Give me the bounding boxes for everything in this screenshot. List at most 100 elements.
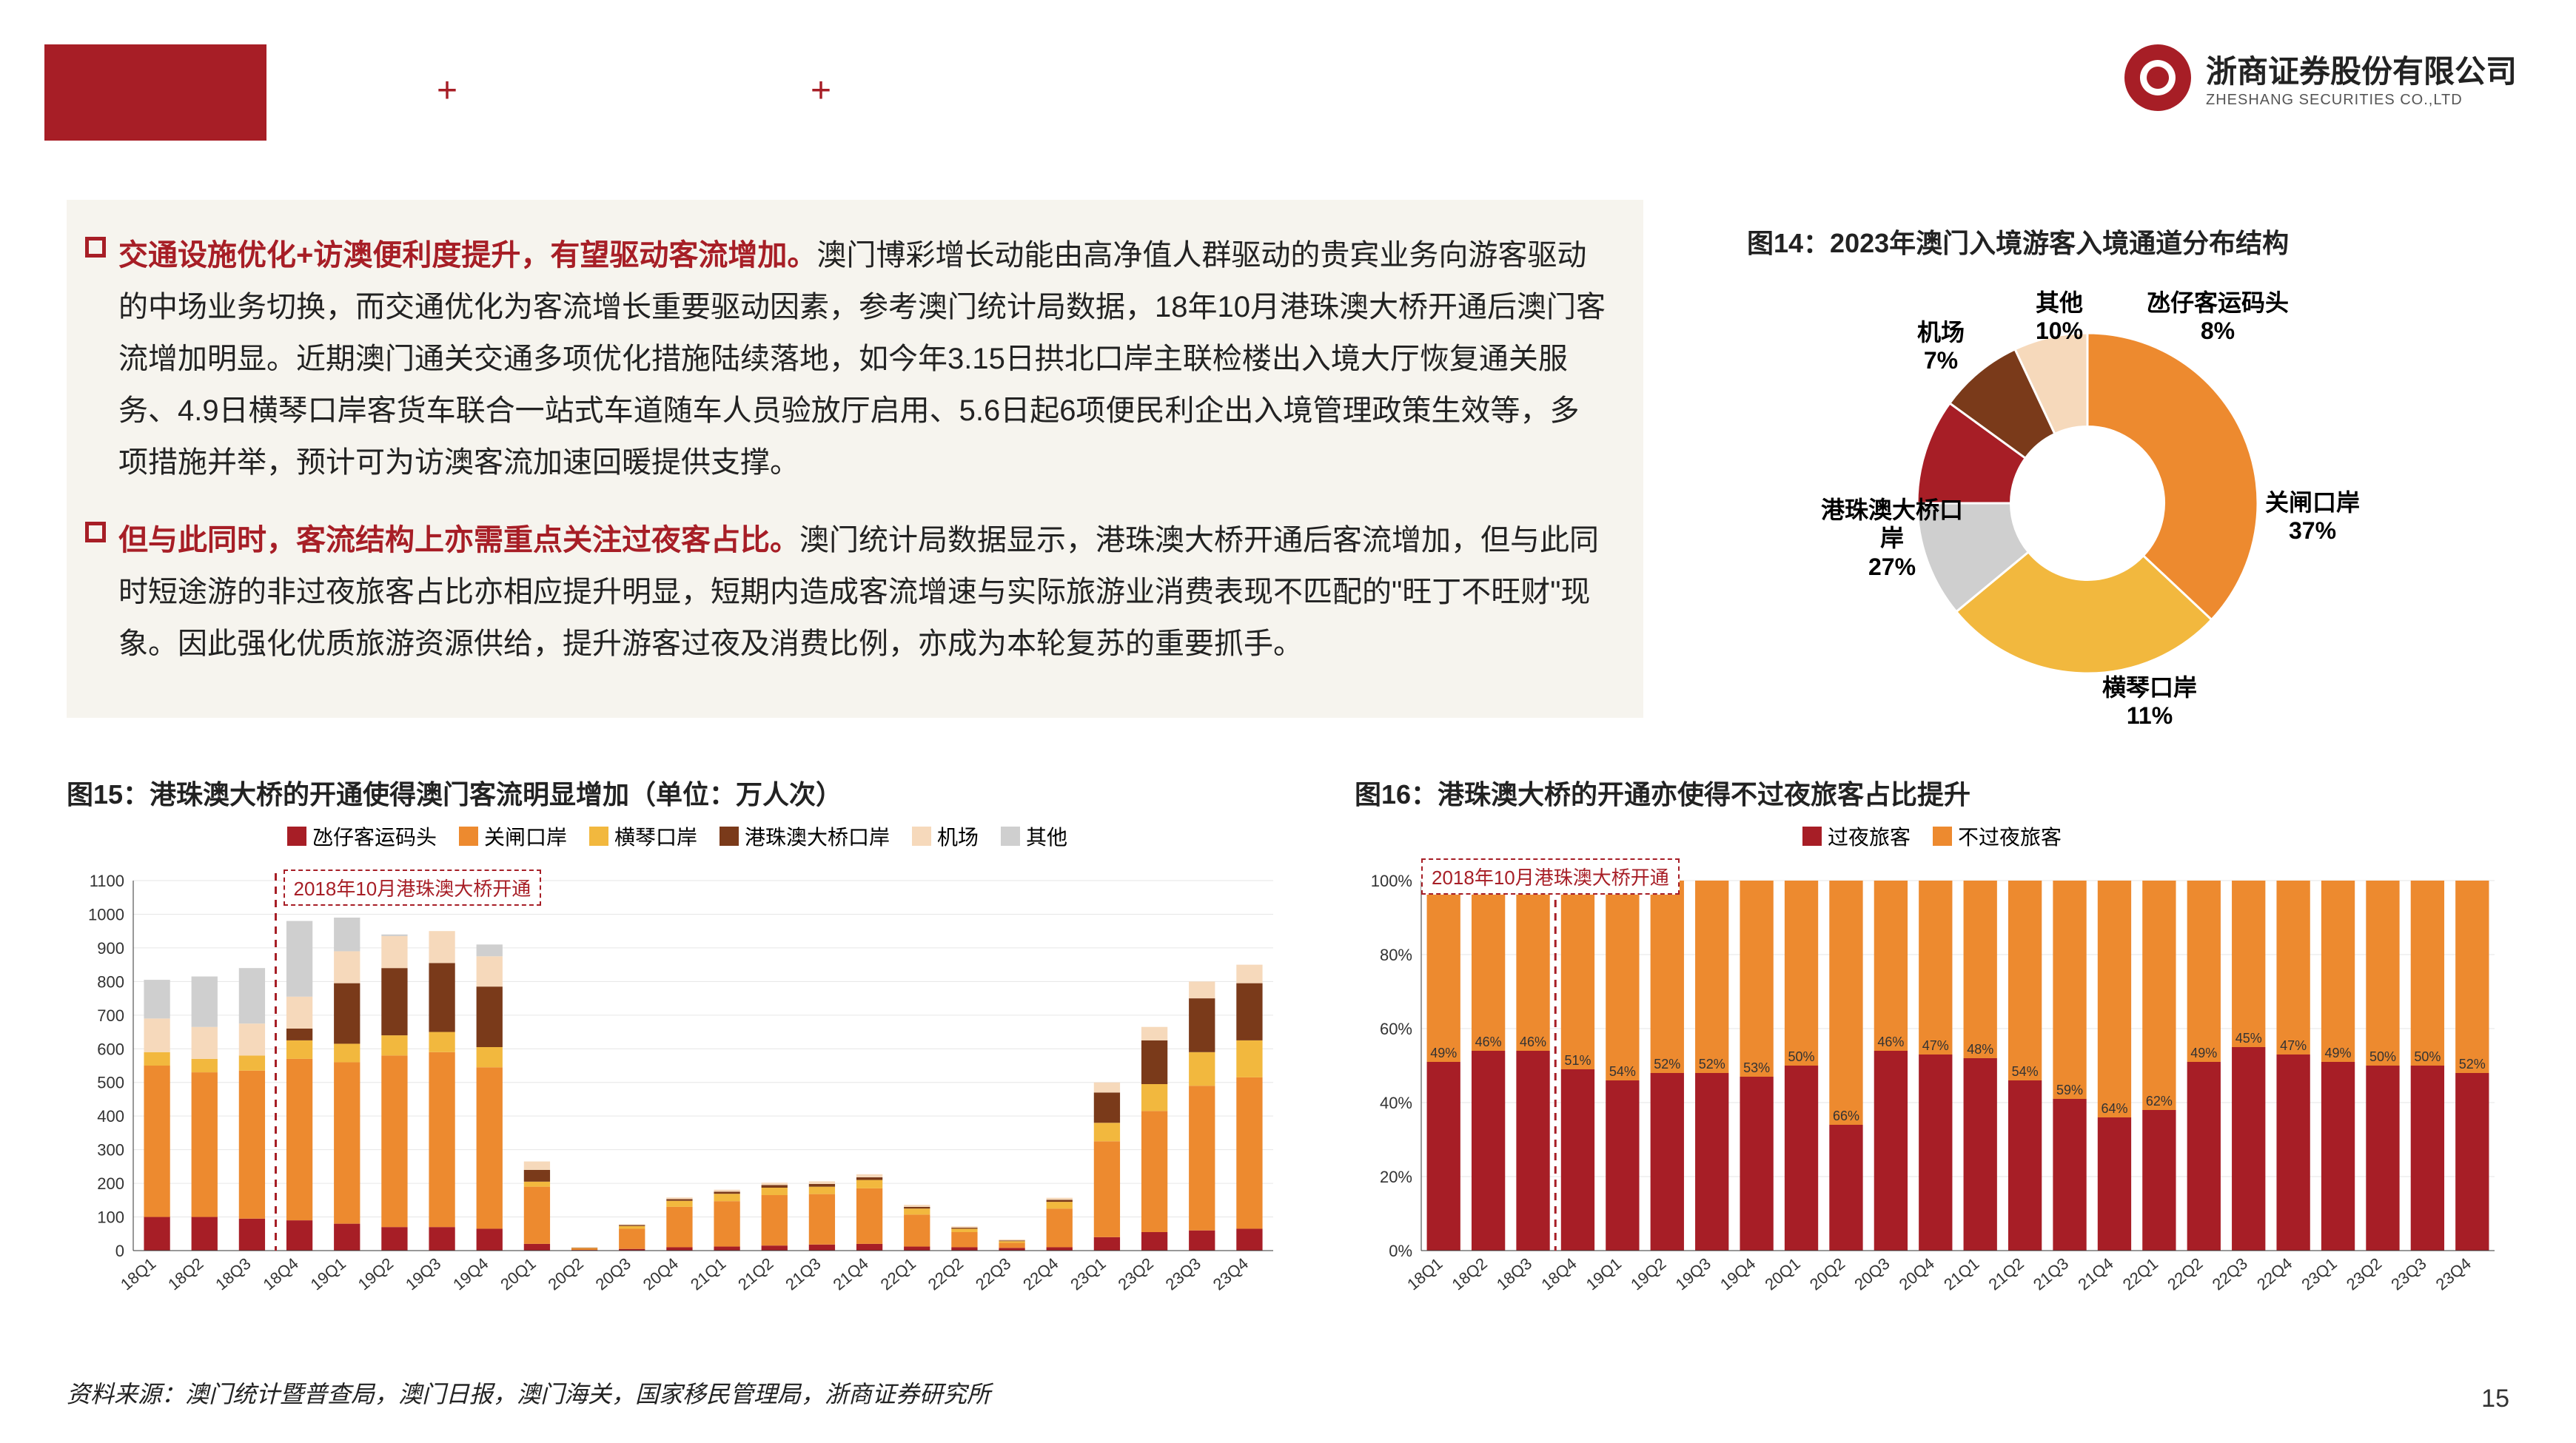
svg-text:50%: 50% (2369, 1049, 2396, 1064)
svg-text:21Q1: 21Q1 (687, 1254, 729, 1294)
fig16-svg: 0%20%40%60%80%100%18Q149%18Q246%18Q346%1… (1355, 858, 2509, 1317)
svg-text:23Q2: 23Q2 (1114, 1254, 1156, 1294)
fig16-title: 图16：港珠澳大桥的开通亦使得不过夜旅客占比提升 (1355, 773, 1970, 812)
fig15-annotation: 2018年10月港珠澳大桥开通 (284, 870, 542, 906)
svg-text:20Q1: 20Q1 (1761, 1254, 1803, 1294)
donut-slice-label: 横琴口岸11% (2102, 673, 2197, 730)
fig15-title: 图15：港珠澳大桥的开通使得澳门客流明显增加（单位：万人次） (67, 773, 842, 812)
svg-text:52%: 52% (1699, 1057, 1725, 1072)
svg-text:18Q3: 18Q3 (1493, 1254, 1535, 1294)
source-line: 资料来源：澳门统计暨普查局，澳门日报，澳门海关，国家移民管理局，浙商证券研究所 (67, 1376, 990, 1410)
svg-text:23Q4: 23Q4 (2432, 1254, 2475, 1294)
logo-mark (2124, 44, 2191, 111)
page-number: 15 (2481, 1385, 2509, 1413)
svg-text:900: 900 (97, 939, 124, 958)
svg-text:18Q4: 18Q4 (259, 1254, 301, 1294)
svg-text:47%: 47% (2280, 1038, 2307, 1053)
svg-text:300: 300 (97, 1141, 124, 1160)
svg-text:21Q2: 21Q2 (1985, 1254, 2027, 1294)
svg-text:80%: 80% (1380, 946, 1412, 964)
legend-item: 关闸口岸 (459, 821, 567, 851)
svg-text:49%: 49% (2190, 1046, 2217, 1060)
svg-text:18Q4: 18Q4 (1537, 1254, 1580, 1294)
svg-text:600: 600 (97, 1040, 124, 1058)
fig16-chart: 过夜旅客不过夜旅客 2018年10月港珠澳大桥开通 0%20%40%60%80%… (1355, 821, 2509, 1339)
svg-text:64%: 64% (2101, 1101, 2127, 1116)
svg-text:20Q4: 20Q4 (1896, 1254, 1938, 1294)
bullet-marker (85, 237, 106, 258)
svg-text:50%: 50% (1788, 1049, 1815, 1064)
fig15-legend: 氹仔客运码头关闸口岸横琴口岸港珠澳大桥口岸机场其他 (67, 821, 1288, 851)
svg-text:54%: 54% (1609, 1064, 1636, 1079)
svg-text:20%: 20% (1380, 1168, 1412, 1186)
svg-text:22Q1: 22Q1 (2119, 1254, 2161, 1294)
svg-text:46%: 46% (1520, 1035, 1546, 1049)
svg-text:22Q2: 22Q2 (925, 1254, 967, 1294)
svg-text:19Q3: 19Q3 (402, 1254, 444, 1294)
svg-text:49%: 49% (1430, 1046, 1457, 1060)
svg-text:1000: 1000 (88, 905, 124, 924)
svg-text:46%: 46% (1475, 1035, 1502, 1049)
svg-text:500: 500 (97, 1074, 124, 1092)
logo-text-en: ZHESHANG SECURITIES CO.,LTD (2206, 92, 2517, 109)
svg-text:800: 800 (97, 972, 124, 991)
svg-text:21Q4: 21Q4 (829, 1254, 871, 1294)
donut-slice-label: 关闸口岸37% (2265, 488, 2360, 545)
fig16-legend: 过夜旅客不过夜旅客 (1355, 821, 2509, 851)
legend-item: 机场 (912, 821, 979, 851)
svg-text:21Q3: 21Q3 (782, 1254, 824, 1294)
svg-text:46%: 46% (1877, 1035, 1904, 1049)
svg-text:20Q1: 20Q1 (497, 1254, 539, 1294)
svg-text:0: 0 (115, 1242, 124, 1260)
legend-item: 港珠澳大桥口岸 (720, 821, 890, 851)
svg-text:23Q3: 23Q3 (2387, 1254, 2429, 1294)
svg-text:49%: 49% (2325, 1046, 2352, 1060)
svg-text:52%: 52% (2459, 1057, 2486, 1072)
svg-text:45%: 45% (2235, 1031, 2262, 1046)
text-panel: 交通设施优化+访澳便利度提升，有望驱动客流增加。澳门博彩增长动能由高净值人群驱动… (67, 200, 1643, 718)
svg-text:20Q2: 20Q2 (1806, 1254, 1848, 1294)
svg-text:22Q2: 22Q2 (2164, 1254, 2206, 1294)
svg-text:21Q2: 21Q2 (734, 1254, 777, 1294)
bullet-1-lead: 交通设施优化+访澳便利度提升，有望驱动客流增加。 (118, 239, 816, 272)
svg-text:23Q2: 23Q2 (2343, 1254, 2385, 1294)
svg-text:700: 700 (97, 1006, 124, 1025)
donut-slice-label: 其他10% (2036, 289, 2083, 346)
svg-text:19Q2: 19Q2 (355, 1254, 397, 1294)
svg-text:21Q4: 21Q4 (2074, 1254, 2116, 1294)
svg-text:1100: 1100 (90, 872, 124, 890)
legend-item: 氹仔客运码头 (287, 821, 437, 851)
logo-text-cn: 浙商证券股份有限公司 (2206, 47, 2517, 92)
svg-text:21Q1: 21Q1 (1940, 1254, 1982, 1294)
fig14-title: 图14：2023年澳门入境游客入境通道分布结构 (1747, 222, 2289, 260)
bullet-marker (85, 522, 106, 542)
svg-text:0%: 0% (1389, 1242, 1412, 1260)
svg-text:23Q4: 23Q4 (1210, 1254, 1252, 1294)
decor-plus-1: + (437, 70, 457, 111)
svg-text:19Q4: 19Q4 (449, 1254, 492, 1294)
svg-text:100%: 100% (1371, 872, 1412, 890)
svg-text:400: 400 (97, 1107, 124, 1126)
legend-item: 横琴口岸 (589, 821, 697, 851)
svg-text:66%: 66% (1833, 1109, 1859, 1123)
svg-text:54%: 54% (2012, 1064, 2039, 1079)
svg-text:22Q3: 22Q3 (2209, 1254, 2251, 1294)
decor-plus-2: + (811, 70, 831, 111)
svg-text:59%: 59% (2056, 1083, 2083, 1097)
svg-text:22Q4: 22Q4 (2253, 1254, 2295, 1294)
fig14-donut: 关闸口岸37%港珠澳大桥口岸27%横琴口岸11%其他10%氹仔客运码头8%机场7… (1791, 274, 2384, 718)
svg-text:50%: 50% (2414, 1049, 2441, 1064)
legend-item: 不过夜旅客 (1933, 821, 2062, 851)
svg-text:18Q2: 18Q2 (164, 1254, 207, 1294)
donut-slice-label: 机场7% (1917, 318, 1965, 375)
donut-slice-label: 港珠澳大桥口岸27% (1821, 496, 1963, 581)
svg-text:53%: 53% (1743, 1060, 1770, 1075)
svg-text:19Q3: 19Q3 (1672, 1254, 1714, 1294)
svg-text:19Q1: 19Q1 (1583, 1254, 1625, 1294)
company-logo: 浙商证券股份有限公司 ZHESHANG SECURITIES CO.,LTD (2124, 44, 2517, 111)
svg-text:22Q3: 22Q3 (972, 1254, 1014, 1294)
svg-text:19Q2: 19Q2 (1627, 1254, 1669, 1294)
svg-text:51%: 51% (1564, 1053, 1591, 1068)
svg-text:20Q3: 20Q3 (592, 1254, 634, 1294)
svg-text:23Q1: 23Q1 (1067, 1254, 1109, 1294)
